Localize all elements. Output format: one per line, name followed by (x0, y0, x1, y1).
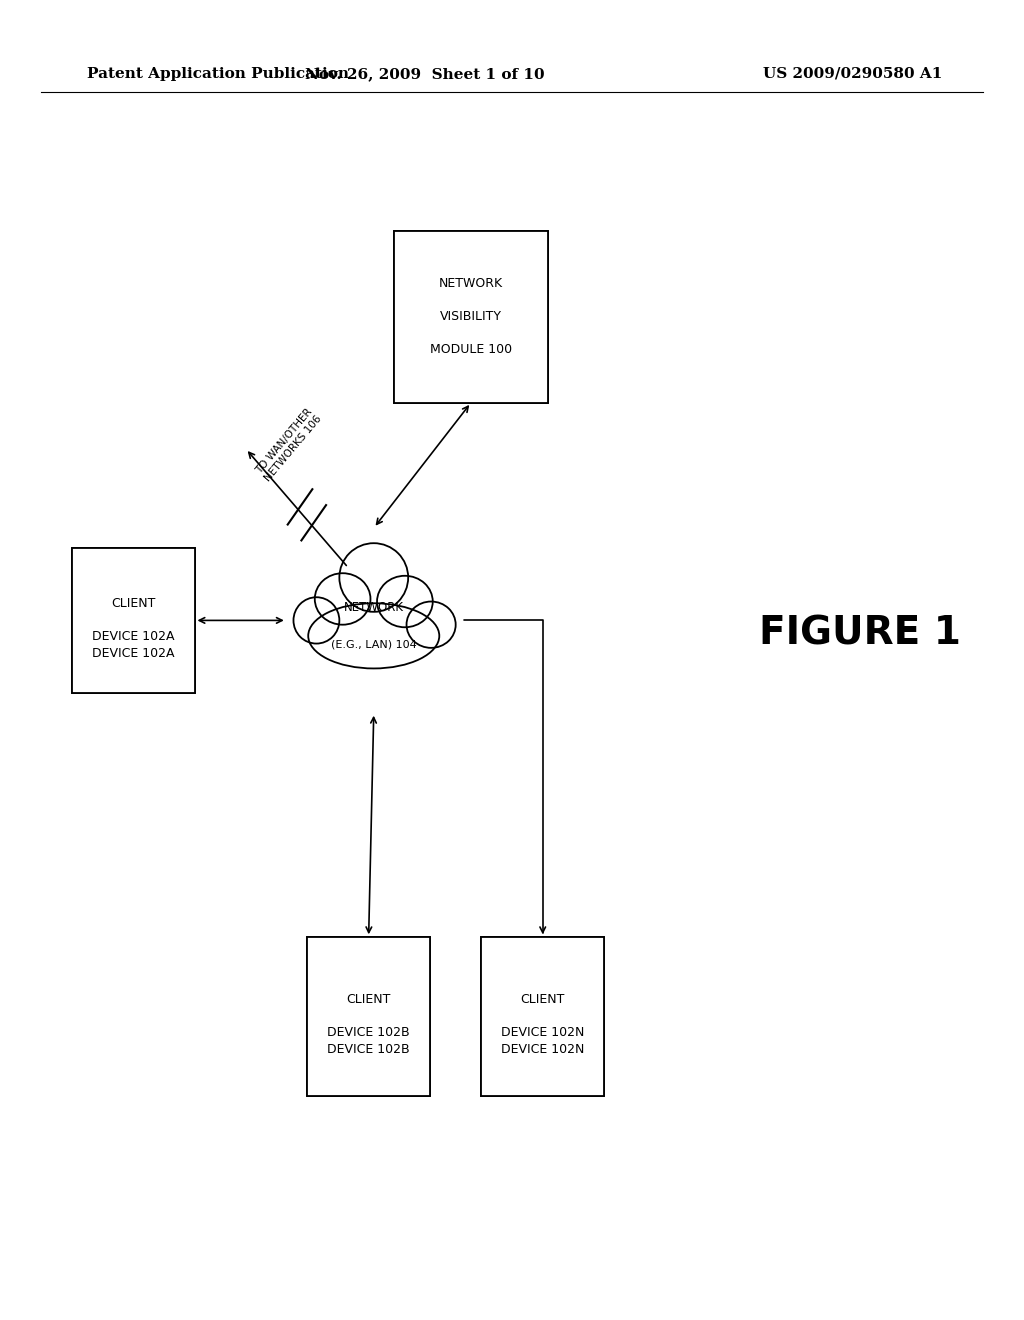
Bar (481, 937, 604, 1096)
Text: MODULE 100: MODULE 100 (430, 343, 512, 356)
Ellipse shape (314, 573, 371, 624)
Ellipse shape (308, 603, 439, 668)
Text: CLIENT: CLIENT (111, 598, 156, 610)
Text: DEVICE 102B: DEVICE 102B (328, 1027, 410, 1039)
Text: Nov. 26, 2009  Sheet 1 of 10: Nov. 26, 2009 Sheet 1 of 10 (305, 67, 545, 81)
Bar (394, 231, 548, 403)
Text: DEVICE 102A: DEVICE 102A (92, 647, 174, 660)
Bar (72, 548, 195, 693)
Bar (307, 937, 430, 1096)
Text: Patent Application Publication: Patent Application Publication (87, 67, 349, 81)
Text: NETWORK: NETWORK (439, 277, 503, 290)
Text: DEVICE 102A: DEVICE 102A (92, 631, 174, 643)
Text: DEVICE 102B: DEVICE 102B (328, 1043, 410, 1056)
Bar (72, 548, 195, 693)
Bar (481, 937, 604, 1096)
Text: CLIENT: CLIENT (346, 994, 391, 1006)
Text: VISIBILITY: VISIBILITY (440, 310, 502, 323)
Bar (394, 231, 548, 403)
Ellipse shape (407, 602, 456, 648)
Text: TO WAN/OTHER
NETWORKS 106: TO WAN/OTHER NETWORKS 106 (254, 407, 324, 483)
Bar (307, 937, 430, 1096)
Ellipse shape (377, 576, 433, 627)
Text: MODULE 100: MODULE 100 (430, 343, 512, 356)
Text: CLIENT: CLIENT (520, 994, 565, 1006)
Text: NETWORK: NETWORK (439, 277, 503, 290)
Ellipse shape (294, 597, 339, 644)
Text: NETWORK: NETWORK (344, 601, 403, 614)
Text: CLIENT: CLIENT (111, 598, 156, 610)
Text: FIGURE 1: FIGURE 1 (759, 615, 962, 652)
Text: DEVICE 102N: DEVICE 102N (501, 1027, 585, 1039)
Text: DEVICE 102B: DEVICE 102B (328, 1027, 410, 1039)
Text: DEVICE 102A: DEVICE 102A (92, 631, 174, 643)
Text: CLIENT: CLIENT (520, 994, 565, 1006)
Text: (E.G., LAN) 104: (E.G., LAN) 104 (331, 639, 417, 649)
Text: DEVICE 102N: DEVICE 102N (501, 1027, 585, 1039)
Text: CLIENT: CLIENT (346, 994, 391, 1006)
Ellipse shape (339, 544, 409, 612)
Text: DEVICE 102N: DEVICE 102N (501, 1043, 585, 1056)
Text: VISIBILITY: VISIBILITY (440, 310, 502, 323)
Text: US 2009/0290580 A1: US 2009/0290580 A1 (763, 67, 942, 81)
